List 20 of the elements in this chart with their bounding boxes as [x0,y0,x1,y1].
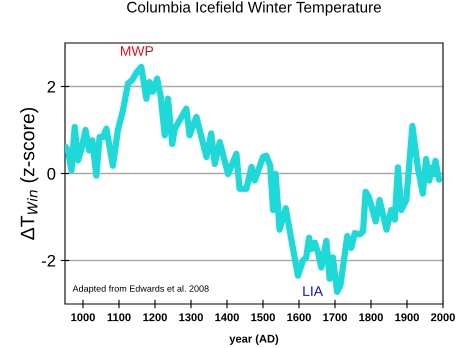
x-tick-label: 1100 [108,313,131,322]
annotation: LIA [303,286,323,296]
x-tick-label: 1500 [251,313,275,322]
x-tick-label: 1800 [359,313,383,322]
annotation: Adapted from Edwards et al. 2008 [72,285,209,294]
annotation: MWP [120,46,154,56]
y-tick-label: 0 [47,168,56,180]
x-tick-label: 1700 [323,313,347,322]
x-tick-label: 1300 [179,313,203,322]
x-tick-label: 1900 [395,313,419,322]
x-tick-label: 1600 [287,313,311,322]
y-tick-label: 2 [48,80,56,93]
x-tick-label: 1200 [143,313,167,322]
y-tick-label: -2 [42,254,56,267]
x-axis-title: year (AD) [229,334,278,345]
x-tick-label: 1400 [215,313,239,322]
chart-title: Columbia Icefield Winter Temperature [127,1,381,16]
x-tick-label: 2000 [431,313,455,322]
y-axis-title: ΔT$_{Win}$ (z-score) [20,108,38,240]
x-tick-label: 1000 [71,313,95,322]
